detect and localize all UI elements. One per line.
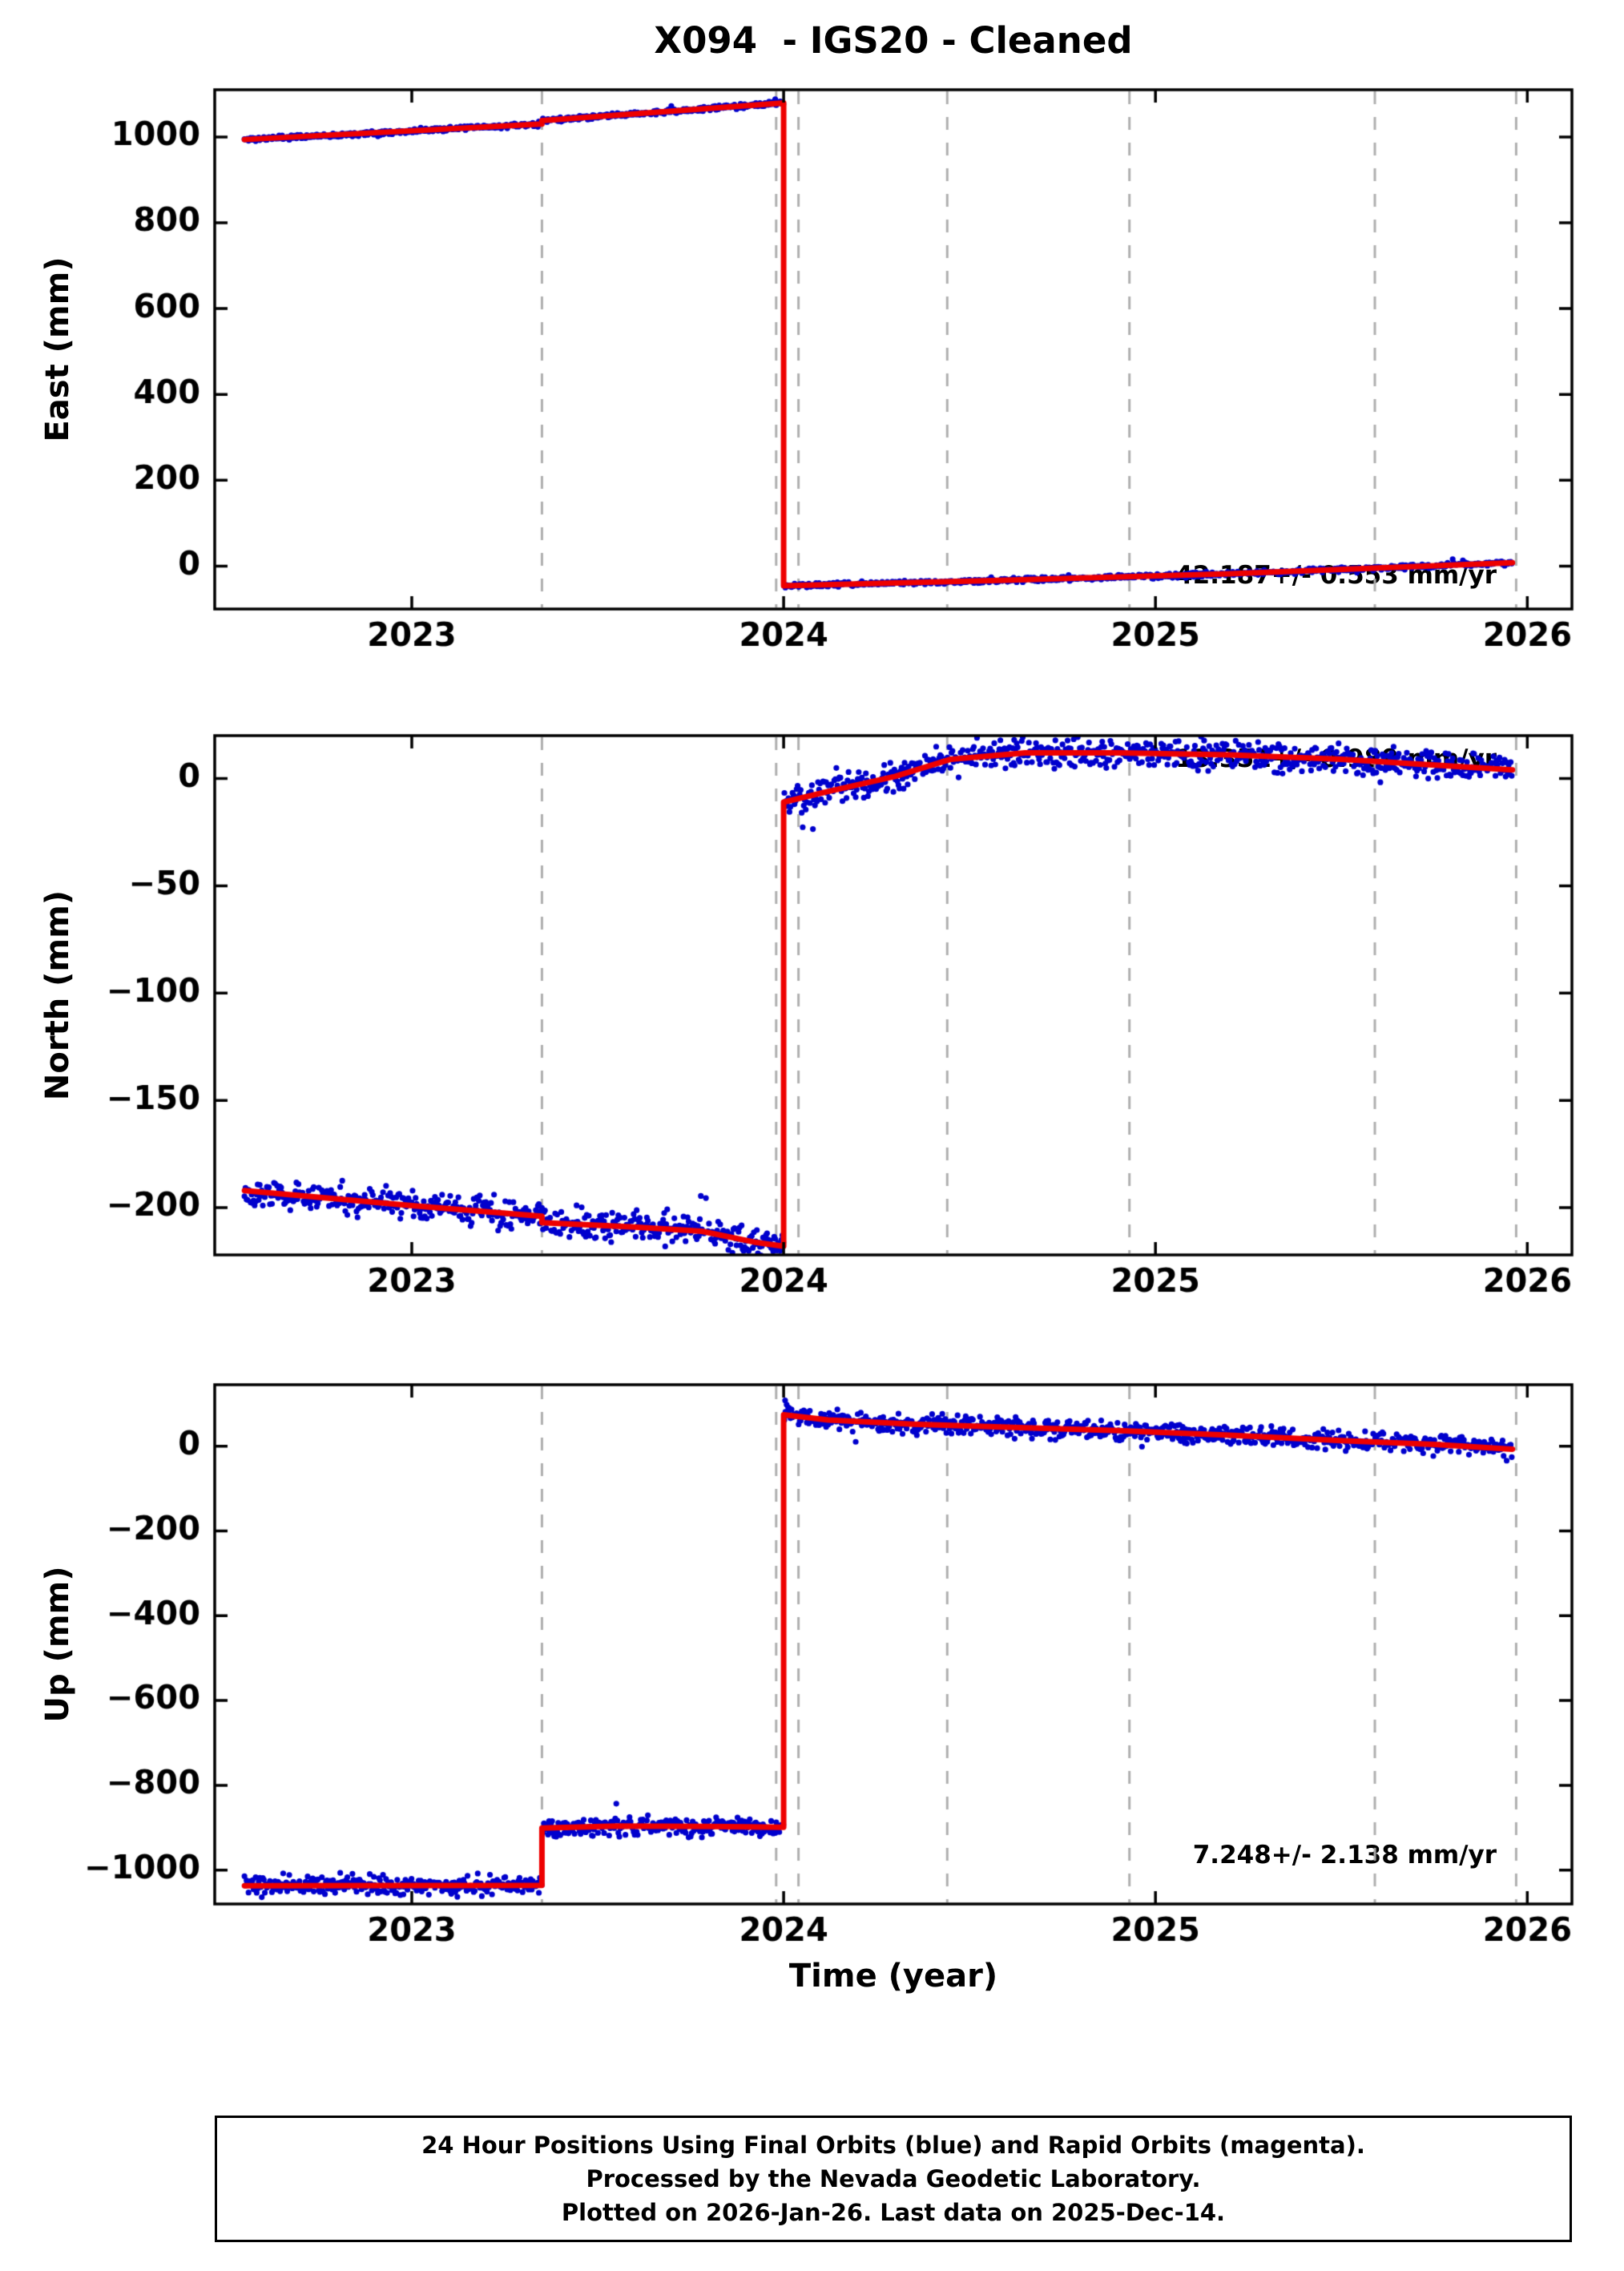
footer-line-2: Processed by the Nevada Geodetic Laborat… — [586, 2165, 1201, 2192]
footer-line-1: 24 Hour Positions Using Final Orbits (bl… — [421, 2132, 1365, 2159]
y-axis-label-east: East (mm) — [39, 256, 76, 442]
y-axis-label-north: North (mm) — [39, 889, 76, 1101]
annotation-north-rate: 13.351+/- 0.989 mm/yr — [1175, 744, 1497, 773]
footer-line-3: Plotted on 2026-Jan-26. Last data on 202… — [561, 2199, 1226, 2226]
annotation-up-rate: 7.248+/- 2.138 mm/yr — [1192, 1841, 1497, 1870]
x-axis-label: Time (year) — [788, 1958, 998, 1995]
annotation-east-rate: 42.187+/- 0.553 mm/yr — [1175, 561, 1497, 590]
y-axis-label-up: Up (mm) — [39, 1566, 76, 1723]
chart-title: X094 - IGS20 - Cleaned — [654, 19, 1133, 62]
footer-box: 24 Hour Positions Using Final Orbits (bl… — [215, 2116, 1572, 2242]
